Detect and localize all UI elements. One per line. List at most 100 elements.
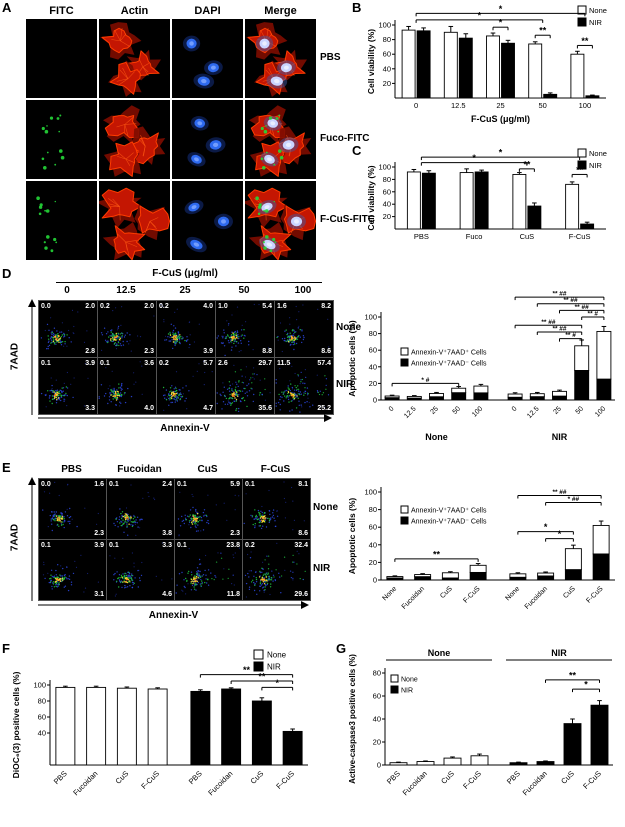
chart-shape	[115, 593, 117, 595]
chart-shape	[272, 512, 274, 514]
quadrant-upper-right-value: 8.2	[321, 303, 331, 310]
chart-shape	[400, 505, 409, 514]
chart-shape	[231, 389, 233, 391]
flow-col-label-0: PBS	[61, 464, 82, 475]
chart-shape	[290, 400, 292, 402]
chart-shape	[263, 583, 266, 585]
chart-shape	[192, 495, 194, 498]
chart-text: 12.5	[526, 405, 541, 420]
chart-shape	[278, 572, 280, 574]
chart-shape	[241, 324, 243, 326]
chart-shape	[284, 569, 286, 571]
chart-shape	[99, 362, 101, 364]
chart-shape	[58, 494, 60, 497]
chart-shape	[187, 572, 189, 574]
chart-shape	[133, 515, 135, 517]
chart-shape	[51, 523, 53, 525]
chart-shape	[113, 387, 115, 390]
chart-shape	[49, 390, 51, 392]
chart-shape	[263, 581, 266, 583]
micrograph-image	[184, 199, 233, 253]
chart-shape	[245, 366, 247, 368]
chart-shape	[120, 574, 123, 577]
chart-shape	[283, 481, 285, 483]
chart-shape	[128, 343, 130, 345]
quadrant-upper-left-value: 0.1	[100, 360, 110, 367]
chart-shape	[160, 303, 162, 305]
chart-shape	[62, 387, 65, 389]
chart-shape	[53, 575, 56, 577]
chart-text: 60	[38, 713, 46, 722]
chart-shape	[386, 576, 404, 579]
chart-shape	[317, 308, 319, 310]
chart-shape	[236, 383, 238, 385]
chart-shape	[233, 394, 235, 396]
chart-shape	[229, 384, 231, 387]
chart-shape	[66, 405, 68, 407]
flow-plot-0-4: 1.6 8.2 8.6	[274, 300, 334, 358]
chart-shape	[192, 517, 195, 519]
chart-shape	[264, 378, 266, 380]
chart-shape	[169, 336, 171, 338]
chart-text: **	[581, 36, 589, 46]
chart-shape	[122, 344, 125, 346]
chart-shape	[203, 509, 206, 511]
chart-shape	[319, 406, 322, 408]
chart-shape	[194, 518, 196, 521]
chart-shape	[179, 342, 181, 345]
chart-shape	[277, 401, 280, 404]
chart-shape	[250, 377, 252, 379]
chart-shape	[275, 525, 277, 527]
chart-shape	[123, 392, 126, 394]
quadrant-upper-left-value: 0.1	[245, 481, 255, 488]
chart-shape	[552, 395, 567, 401]
chart-shape	[170, 401, 172, 404]
chart-shape	[181, 337, 183, 340]
chart-shape	[141, 561, 143, 564]
chart-shape	[244, 376, 247, 378]
chart-shape	[273, 517, 275, 519]
chart-shape	[139, 59, 144, 67]
chart-text: 25	[429, 405, 440, 416]
chart-shape	[292, 561, 294, 563]
chart-shape	[264, 583, 267, 586]
chart-shape	[52, 339, 55, 341]
chart-shape	[316, 374, 318, 376]
chart-shape	[118, 394, 120, 397]
chart-shape	[469, 564, 487, 573]
chart-shape	[244, 574, 247, 577]
chart-shape	[47, 341, 50, 344]
chart-shape	[280, 575, 283, 577]
chart-text: **	[523, 159, 531, 169]
chart-shape	[238, 407, 240, 410]
chart-text: NIR	[552, 432, 568, 442]
chart-shape	[222, 382, 224, 384]
chart-shape	[279, 155, 284, 160]
chart-shape	[261, 577, 263, 579]
chart-shape	[61, 334, 63, 336]
chart-shape	[46, 235, 50, 239]
chart-shape	[117, 393, 119, 395]
chart-shape	[171, 578, 173, 580]
micrograph-2-0	[26, 181, 97, 260]
chart-shape	[253, 378, 255, 380]
chart-shape	[263, 129, 268, 134]
chart-shape	[131, 581, 134, 583]
column-header-dapi: DAPI	[194, 5, 221, 17]
chart-shape	[98, 397, 100, 400]
chart-shape	[55, 379, 57, 381]
chart-shape	[243, 399, 246, 402]
chart-shape	[237, 342, 240, 344]
chart-shape	[135, 534, 137, 536]
chart-shape	[190, 571, 193, 573]
chart-shape	[178, 394, 180, 396]
chart-shape	[227, 340, 230, 342]
chart-shape	[189, 509, 192, 511]
chart-shape	[240, 335, 242, 337]
chart-shape	[108, 203, 120, 207]
chart-shape	[289, 340, 291, 342]
chart-shape	[189, 41, 194, 46]
chart-shape	[199, 515, 201, 518]
chart-shape	[53, 511, 55, 513]
chart-shape	[61, 577, 63, 580]
